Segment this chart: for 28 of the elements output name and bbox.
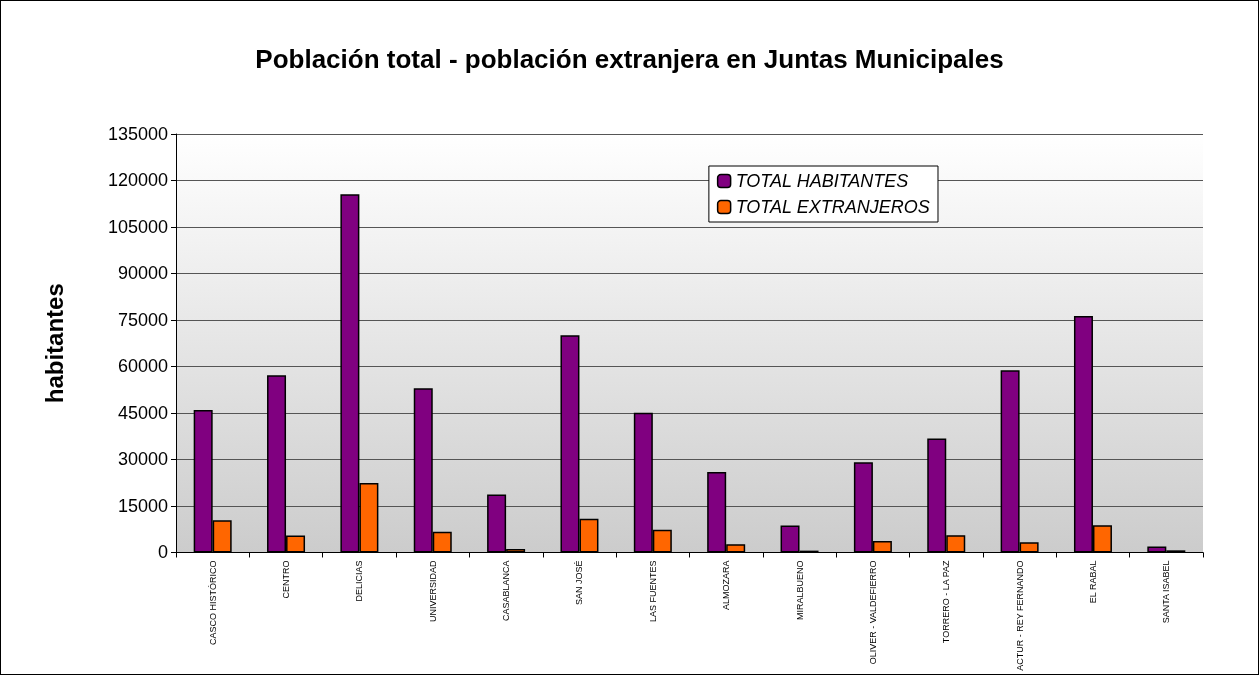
y-tick-label: 120000 [107,170,168,191]
x-tick-label: SANTA ISABEL [1161,560,1172,624]
x-tick-label: CASCO HISTÓRICO [207,560,218,646]
x-tick-label: EL RABAL [1087,560,1098,604]
y-tick-label: 15000 [117,496,168,516]
y-tick-label: 135000 [107,124,168,144]
y-tick-label: 90000 [117,263,168,284]
y-tick-label: 0 [157,542,168,563]
x-tick-label: LAS FUENTES [647,560,658,623]
x-tick-label: SAN JOSÉ [574,560,585,606]
x-tick-label: UNIVERSIDAD [427,560,438,623]
y-axis-title: habitantes [40,283,68,404]
x-tick-label: CASABLANCA [501,560,512,622]
y-tick-label: 105000 [107,217,168,237]
y-tick-label: 60000 [117,356,168,377]
x-tick-label: TORRERO - LA PAZ [941,560,952,644]
legend-label: TOTAL HABITANTES [735,171,909,191]
legend-label: TOTAL EXTRANJEROS [735,197,930,217]
x-tick-label: DELICIAS [354,560,365,602]
x-tick-label: ACTUR - REY FERNANDO [1014,560,1025,671]
y-tick-label: 75000 [117,310,168,330]
x-tick-label: ALMOZARA [721,560,732,611]
x-tick-label: MIRALBUENO [794,560,805,621]
x-tick-label: CENTRO [281,560,292,599]
chart-title: Población total - población extranjera en Juntas Municipales [255,44,1004,74]
y-tick-label: 45000 [117,403,168,423]
x-tick-label: OLIVER - VALDEFIERRO [867,560,878,665]
y-tick-label: 30000 [117,449,168,470]
